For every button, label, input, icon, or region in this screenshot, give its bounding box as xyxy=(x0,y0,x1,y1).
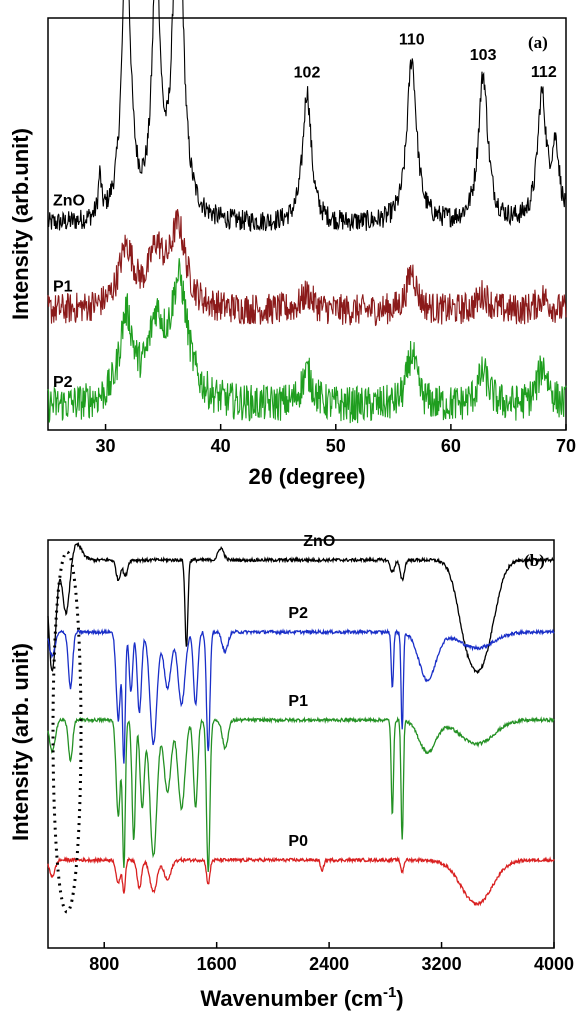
series-p1-label: P1 xyxy=(288,693,308,710)
panel-b-frame xyxy=(47,539,555,949)
series-p0-spectrum xyxy=(47,855,555,907)
series-zno-line xyxy=(47,0,567,233)
panel-a-x-tick-label: 30 xyxy=(96,436,116,456)
series-p0-label: P0 xyxy=(288,833,308,850)
panel-a-annotations: 100002101102110103112 xyxy=(294,31,557,82)
series-p2-label: P2 xyxy=(53,374,73,391)
panel-a-series: ZnO P1 P2 xyxy=(47,0,567,424)
panel-b-x-tick-label: 4000 xyxy=(534,954,574,974)
series-p2-label: P2 xyxy=(288,605,308,622)
panel-b: 800 1600 2400 3200 4000 ZnO P2 P1 P0 (b) Wavenu… xyxy=(8,533,574,1011)
panel-b-label: (b) xyxy=(524,551,545,570)
series-zno-label: ZnO xyxy=(53,193,85,210)
panel-a-label: (a) xyxy=(528,33,548,52)
series-p1-label: P1 xyxy=(53,278,73,295)
panel-a-y-label: Intensity (arb.unit) xyxy=(8,128,33,320)
panel-b-x-tick-label: 2400 xyxy=(309,954,349,974)
series-p2-line xyxy=(47,258,567,424)
panel-a-x-label: 2θ (degree) xyxy=(248,464,365,489)
panel-a-x-tick-label: 60 xyxy=(441,436,461,456)
series-p2-spectrum xyxy=(47,628,555,764)
series-p1-spectrum xyxy=(47,716,555,873)
series-zno-label: ZnO xyxy=(303,533,335,550)
panel-a-x-tick-label: 50 xyxy=(326,436,346,456)
panel-a-x-tick-label: 70 xyxy=(556,436,576,456)
highlight-ellipse xyxy=(51,550,83,914)
panel-b-x-tick-label: 800 xyxy=(89,954,119,974)
panel-b-x-axis: 800 1600 2400 3200 4000 xyxy=(89,942,574,974)
panel-b-y-label: Intensity (arb. unit) xyxy=(8,643,33,841)
panel-b-series: ZnO P2 P1 P0 xyxy=(47,533,555,907)
panel-a-x-tick-label: 40 xyxy=(211,436,231,456)
peak-label-102: 102 xyxy=(294,65,321,82)
peak-label-110: 110 xyxy=(399,31,425,48)
series-p1-line xyxy=(47,208,567,327)
panel-b-x-tick-label: 1600 xyxy=(197,954,237,974)
panel-b-x-tick-label: 3200 xyxy=(422,954,462,974)
peak-label-112: 112 xyxy=(531,64,557,81)
series-zno-spectrum xyxy=(47,541,555,675)
panel-b-x-label: Wavenumber (cm-1) xyxy=(200,984,403,1011)
peak-label-103: 103 xyxy=(470,47,497,64)
panel-a-x-axis: 30 40 50 60 70 xyxy=(96,424,576,456)
